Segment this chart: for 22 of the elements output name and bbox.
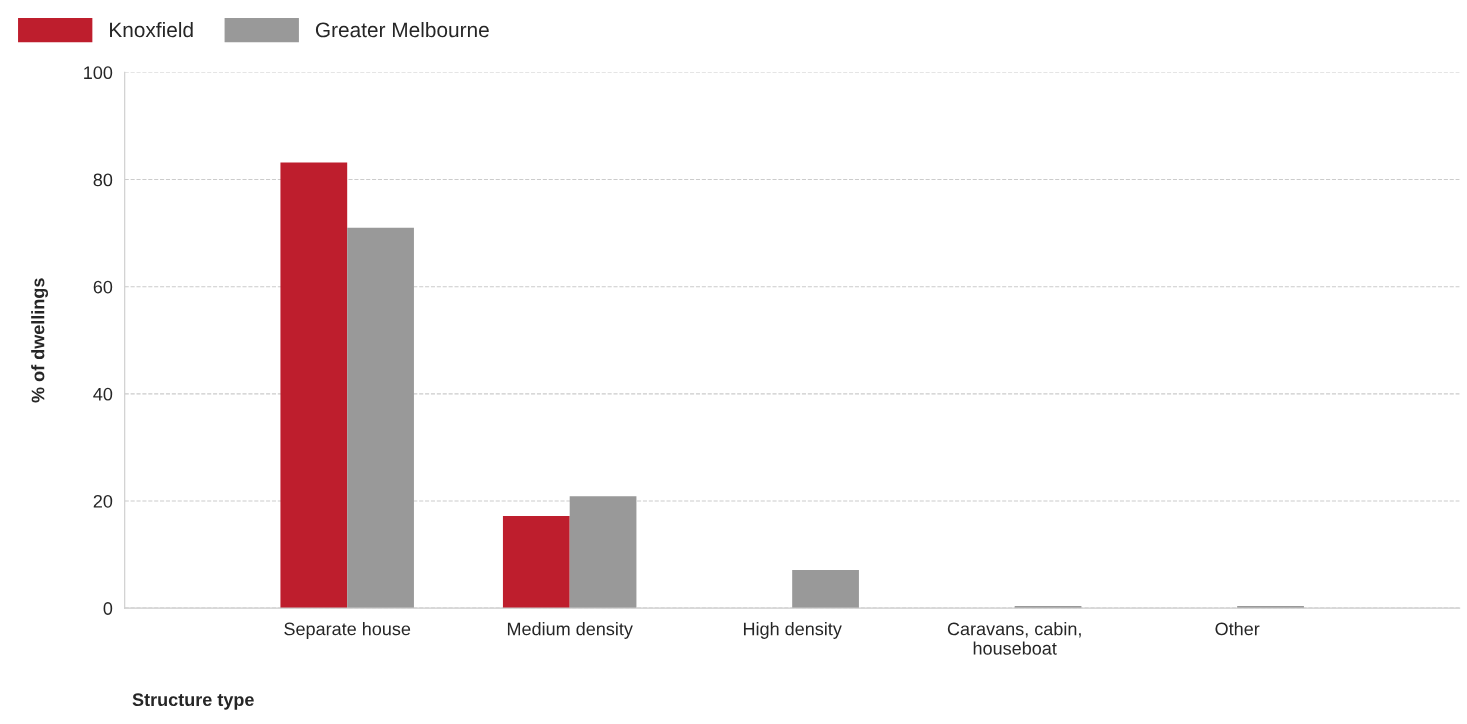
x-tick-label: Medium density [507,622,633,639]
bar [502,516,570,609]
legend-label: Knoxfield [110,21,193,38]
y-tick-label: 20 [93,494,113,508]
x-tick-label: Separate house [284,622,411,639]
bar [1014,606,1082,609]
x-tick-label: Caravans, cabin, houseboat [947,622,1081,655]
y-tick-label: 100 [84,66,113,80]
x-tick-label: Other [1215,622,1260,636]
bar [792,570,859,609]
y-tick-label: 60 [93,280,113,294]
x-axis-title: Structure type [132,693,254,710]
y-tick-label: 80 [93,173,113,187]
x-tick-label: High density [743,622,842,639]
bar [280,162,348,609]
legend-label: Greater Melbourne [315,21,489,38]
bar [347,227,414,609]
y-tick-label: 40 [93,387,113,401]
bar [569,496,637,609]
y-tick-label: 0 [103,602,113,615]
bar [1237,606,1304,609]
y-axis-title: % of dwellings [31,278,49,403]
